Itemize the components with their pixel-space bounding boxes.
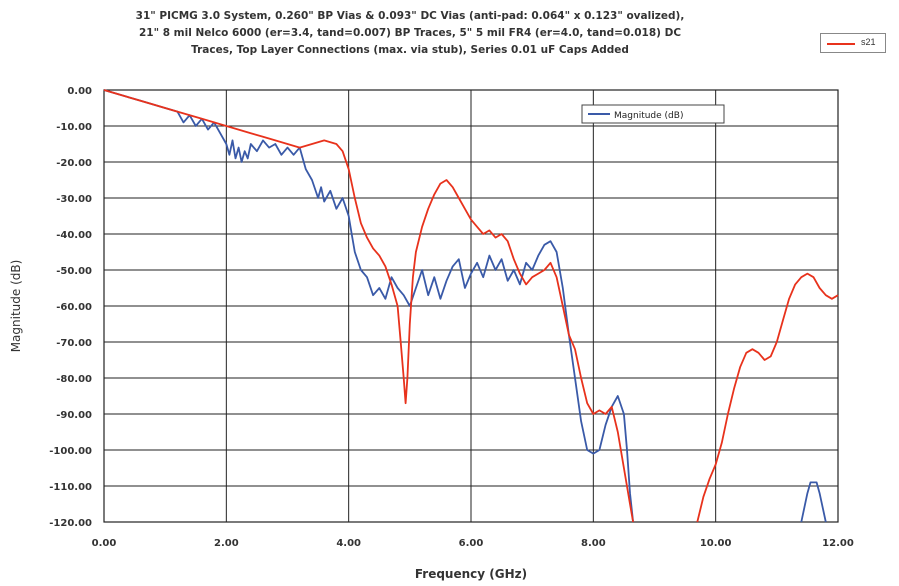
inner-legend: Magnitude (dB) — [581, 104, 725, 124]
y-tick-label: 0.00 — [67, 86, 92, 97]
y-tick-label: -90.00 — [56, 410, 92, 421]
gridlines — [104, 90, 838, 522]
y-tick-label: -20.00 — [56, 158, 92, 169]
series-line-2 — [103, 89, 634, 523]
x-tick-labels: 0.00 2.00 4.00 6.00 8.00 10.00 12.00 — [92, 538, 854, 549]
y-tick-label: -10.00 — [56, 122, 92, 133]
x-tick-label: 8.00 — [581, 538, 606, 549]
series-lines — [103, 89, 839, 523]
y-tick-label: -110.00 — [49, 482, 92, 493]
y-tick-label: -50.00 — [56, 266, 92, 277]
outer-legend-swatch — [827, 43, 855, 45]
x-tick-label: 10.00 — [700, 538, 732, 549]
outer-legend: s21 — [820, 33, 886, 53]
y-tick-label: -80.00 — [56, 374, 92, 385]
x-tick-label: 4.00 — [336, 538, 361, 549]
x-axis-label: Frequency (GHz) — [415, 567, 527, 581]
chart-title: 31" PICMG 3.0 System, 0.260" BP Vias & 0… — [0, 8, 820, 59]
y-tick-label: -60.00 — [56, 302, 92, 313]
inner-legend-label: Magnitude (dB) — [614, 111, 683, 121]
outer-legend-label: s21 — [861, 37, 876, 47]
y-tick-label: -40.00 — [56, 230, 92, 241]
chart-title-line-1: 31" PICMG 3.0 System, 0.260" BP Vias & 0… — [135, 10, 685, 22]
y-axis-label: Magnitude (dB) — [9, 260, 23, 353]
y-tick-labels: 0.00 -10.00 -20.00 -30.00 -40.00 -50.00 -60.00… — [49, 86, 92, 529]
chart-title-line-2: 21" 8 mil Nelco 6000 (er=3.4, tand=0.007… — [138, 27, 682, 39]
y-tick-label: -70.00 — [56, 338, 92, 349]
y-tick-label: -120.00 — [49, 518, 92, 529]
x-tick-label: 12.00 — [822, 538, 854, 549]
series-line-1 — [800, 481, 827, 523]
y-tick-label: -30.00 — [56, 194, 92, 205]
y-tick-label: -100.00 — [49, 446, 92, 457]
x-tick-label: 6.00 — [459, 538, 484, 549]
x-tick-label: 0.00 — [92, 538, 117, 549]
inner-legend-box — [581, 104, 725, 124]
chart-title-line-3: Traces, Top Layer Connections (max. via … — [191, 44, 629, 56]
x-tick-label: 2.00 — [214, 538, 239, 549]
series-line-0 — [103, 89, 634, 523]
series-line-3 — [696, 272, 839, 523]
